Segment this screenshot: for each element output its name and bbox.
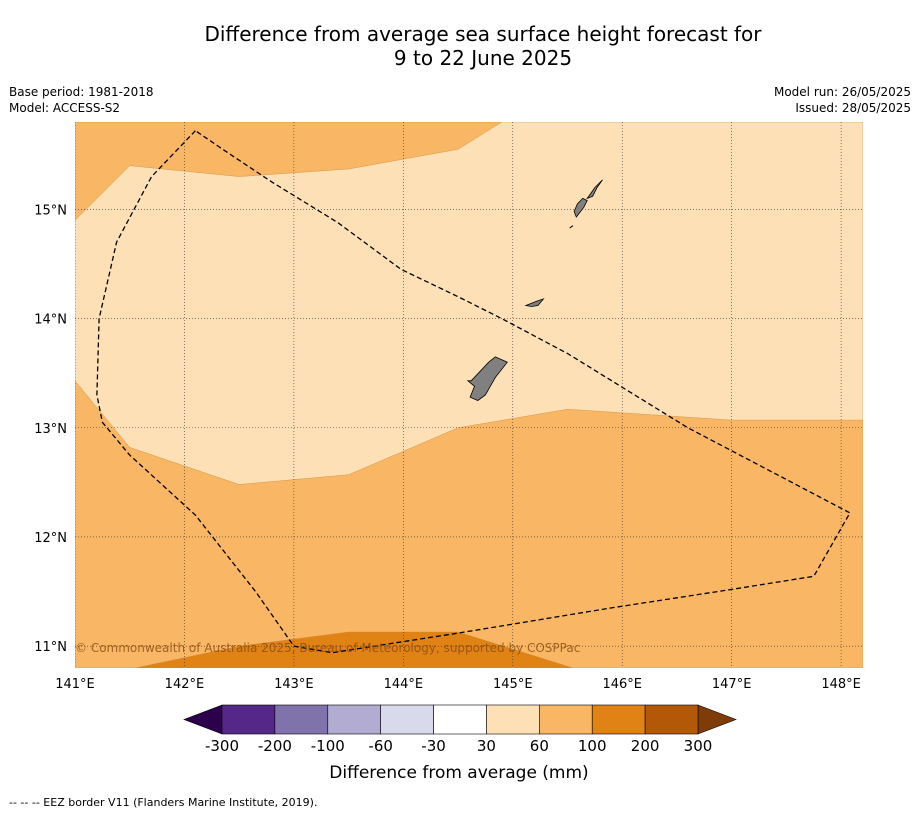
eez-border [96, 130, 851, 654]
colorbar-extend-low [183, 704, 223, 735]
colorbar-tick-label: -200 [258, 737, 292, 755]
issued-date: Issued: 28/05/2025 [795, 101, 911, 115]
eez-border-line [96, 130, 851, 654]
x-tick-label: 147°E [712, 677, 752, 692]
meta-left: Base period: 1981-2018 Model: ACCESS-S2 [9, 84, 154, 116]
x-tick-label: 141°E [55, 677, 95, 692]
colorbar: -300 -200 -100 -60 -30 30 60 100 200 300 [183, 704, 737, 755]
colorbar-tick-label: 200 [631, 737, 660, 755]
title-line-2: 9 to 22 June 2025 [393, 46, 573, 70]
model-name: Model: ACCESS-S2 [9, 101, 121, 115]
gridlines [75, 122, 863, 668]
x-axis-ticks: 141°E 142°E 143°E 144°E 145°E 146°E 147°E 148°E [55, 677, 861, 692]
colorbar-tick-label: 60 [530, 737, 549, 755]
colorbar-tick-label: -60 [368, 737, 393, 755]
y-tick-label: 15°N [34, 203, 67, 218]
y-tick-label: 13°N [34, 422, 67, 437]
copyright-text: © Commonwealth of Australia 2025, Bureau… [75, 641, 580, 655]
colorbar-bin [327, 704, 381, 735]
x-tick-label: 142°E [165, 677, 205, 692]
colorbar-bin [433, 704, 487, 735]
colorbar-bin [274, 704, 329, 735]
meta-right: Model run: 26/05/2025 Issued: 28/05/2025 [774, 84, 911, 116]
y-axis-ticks: 11°N 12°N 13°N 14°N 15°N [34, 203, 67, 655]
colorbar-tick-label: -30 [421, 737, 446, 755]
chart-title: Difference from average sea surface heig… [0, 22, 919, 70]
island [573, 197, 588, 218]
colorbar-extend-high [697, 704, 737, 735]
x-tick-label: 146°E [602, 677, 642, 692]
colorbar-bin [486, 704, 540, 735]
island [466, 356, 508, 401]
model-run: Model run: 26/05/2025 [773, 85, 911, 99]
y-tick-label: 11°N [34, 640, 67, 655]
x-tick-label: 144°E [384, 677, 424, 692]
title-line-1: Difference from average sea surface heig… [204, 22, 762, 46]
colorbar-bin [591, 704, 646, 735]
eez-footnote: -- -- -- EEZ border V11 (Flanders Marine… [9, 796, 318, 809]
x-tick-label: 143°E [274, 677, 314, 692]
y-tick-label: 12°N [34, 531, 67, 546]
island [586, 179, 603, 200]
sst-regions [75, 122, 863, 668]
colorbar-bin [380, 704, 434, 735]
x-tick-label: 148°E [821, 677, 861, 692]
colorbar-title: Difference from average (mm) [329, 763, 588, 783]
colorbar-tick-label: -100 [311, 737, 345, 755]
colorbar-tick-label: 300 [684, 737, 713, 755]
island [524, 298, 545, 307]
colorbar-bin [539, 704, 593, 735]
colorbar-bin [221, 704, 276, 735]
island [569, 225, 574, 229]
colorbar-tick-label: 30 [477, 737, 496, 755]
colorbar-tick-label: -300 [205, 737, 239, 755]
colorbar-tick-label: 100 [578, 737, 607, 755]
region-30-60 [75, 122, 863, 485]
x-tick-label: 145°E [493, 677, 533, 692]
colorbar-bin [644, 704, 699, 735]
y-tick-label: 14°N [34, 313, 67, 328]
land-masses [466, 179, 603, 401]
base-period: Base period: 1981-2018 [9, 85, 154, 99]
